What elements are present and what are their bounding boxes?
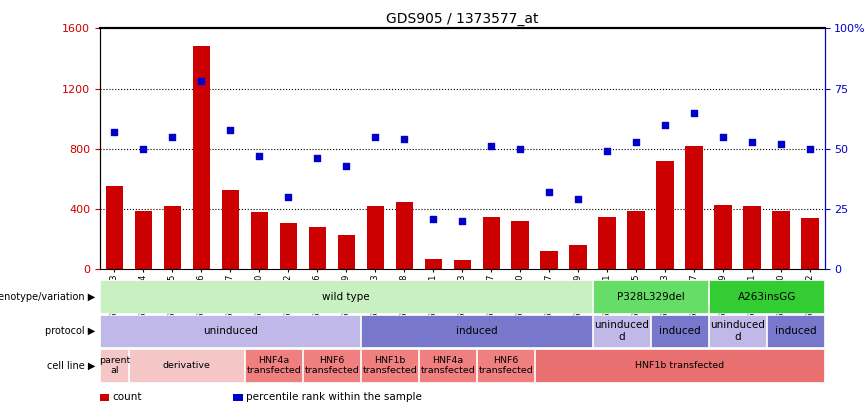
Text: protocol ▶: protocol ▶ [45, 326, 95, 336]
Point [253, 153, 266, 159]
Text: induced: induced [456, 326, 497, 336]
Point [629, 139, 643, 145]
Text: derivative: derivative [163, 361, 211, 370]
FancyBboxPatch shape [767, 315, 824, 347]
Text: A263insGG: A263insGG [738, 292, 796, 302]
Bar [396, 202, 413, 269]
Bar [569, 245, 587, 269]
Bar [193, 47, 210, 269]
Point [774, 141, 788, 147]
FancyBboxPatch shape [361, 315, 592, 347]
Text: P328L329del: P328L329del [617, 292, 685, 302]
Bar [453, 260, 471, 269]
FancyBboxPatch shape [593, 281, 708, 313]
Point [600, 148, 614, 154]
Text: HNF6
transfected: HNF6 transfected [305, 356, 359, 375]
Bar [511, 221, 529, 269]
Point [716, 134, 730, 140]
Point [339, 162, 353, 169]
Text: genotype/variation ▶: genotype/variation ▶ [0, 292, 95, 302]
Bar [483, 217, 500, 269]
FancyBboxPatch shape [651, 315, 708, 347]
FancyBboxPatch shape [303, 350, 360, 382]
Bar [424, 259, 442, 269]
Point [368, 134, 382, 140]
Text: uninduced: uninduced [203, 326, 258, 336]
FancyBboxPatch shape [709, 315, 766, 347]
Bar [251, 212, 268, 269]
Point [687, 109, 701, 116]
FancyBboxPatch shape [419, 350, 477, 382]
FancyBboxPatch shape [709, 281, 824, 313]
FancyBboxPatch shape [536, 350, 824, 382]
Bar [135, 211, 152, 269]
FancyBboxPatch shape [361, 350, 418, 382]
Bar [338, 234, 355, 269]
Bar [541, 251, 558, 269]
Point [484, 143, 498, 150]
Text: HNF1b transfected: HNF1b transfected [635, 361, 724, 370]
Text: HNF4a
transfected: HNF4a transfected [247, 356, 301, 375]
Text: wild type: wild type [322, 292, 370, 302]
Bar [106, 186, 123, 269]
Text: count: count [112, 392, 141, 402]
Point [745, 139, 759, 145]
Point [571, 196, 585, 202]
Point [281, 194, 295, 200]
Title: GDS905 / 1373577_at: GDS905 / 1373577_at [386, 12, 538, 26]
Text: induced: induced [659, 326, 700, 336]
FancyBboxPatch shape [101, 281, 592, 313]
Text: percentile rank within the sample: percentile rank within the sample [246, 392, 422, 402]
Text: uninduced
d: uninduced d [710, 320, 765, 342]
Point [426, 215, 440, 222]
Point [223, 126, 237, 133]
Bar [366, 206, 384, 269]
Point [108, 129, 122, 135]
Point [513, 145, 527, 152]
Bar [801, 218, 819, 269]
Point [310, 155, 324, 162]
Point [136, 145, 150, 152]
Text: HNF1b
transfected: HNF1b transfected [362, 356, 418, 375]
Bar [714, 205, 732, 269]
Bar [656, 161, 674, 269]
Bar [773, 211, 790, 269]
Bar [686, 146, 703, 269]
FancyBboxPatch shape [101, 315, 360, 347]
Point [194, 78, 208, 85]
Point [803, 145, 817, 152]
Bar [279, 223, 297, 269]
Bar [743, 206, 761, 269]
Bar [598, 217, 616, 269]
Point [398, 136, 411, 143]
FancyBboxPatch shape [593, 315, 650, 347]
Point [455, 218, 469, 224]
Text: parent
al: parent al [99, 356, 130, 375]
Text: HNF6
transfected: HNF6 transfected [478, 356, 533, 375]
Point [658, 122, 672, 128]
Bar [628, 211, 645, 269]
Point [165, 134, 180, 140]
Bar [163, 206, 181, 269]
FancyBboxPatch shape [246, 350, 302, 382]
FancyBboxPatch shape [477, 350, 534, 382]
Bar [221, 190, 239, 269]
Text: cell line ▶: cell line ▶ [47, 360, 95, 371]
Text: induced: induced [775, 326, 817, 336]
Bar [308, 227, 326, 269]
Text: HNF4a
transfected: HNF4a transfected [420, 356, 475, 375]
FancyBboxPatch shape [101, 350, 128, 382]
FancyBboxPatch shape [129, 350, 244, 382]
Point [542, 189, 556, 196]
Text: uninduced
d: uninduced d [595, 320, 649, 342]
